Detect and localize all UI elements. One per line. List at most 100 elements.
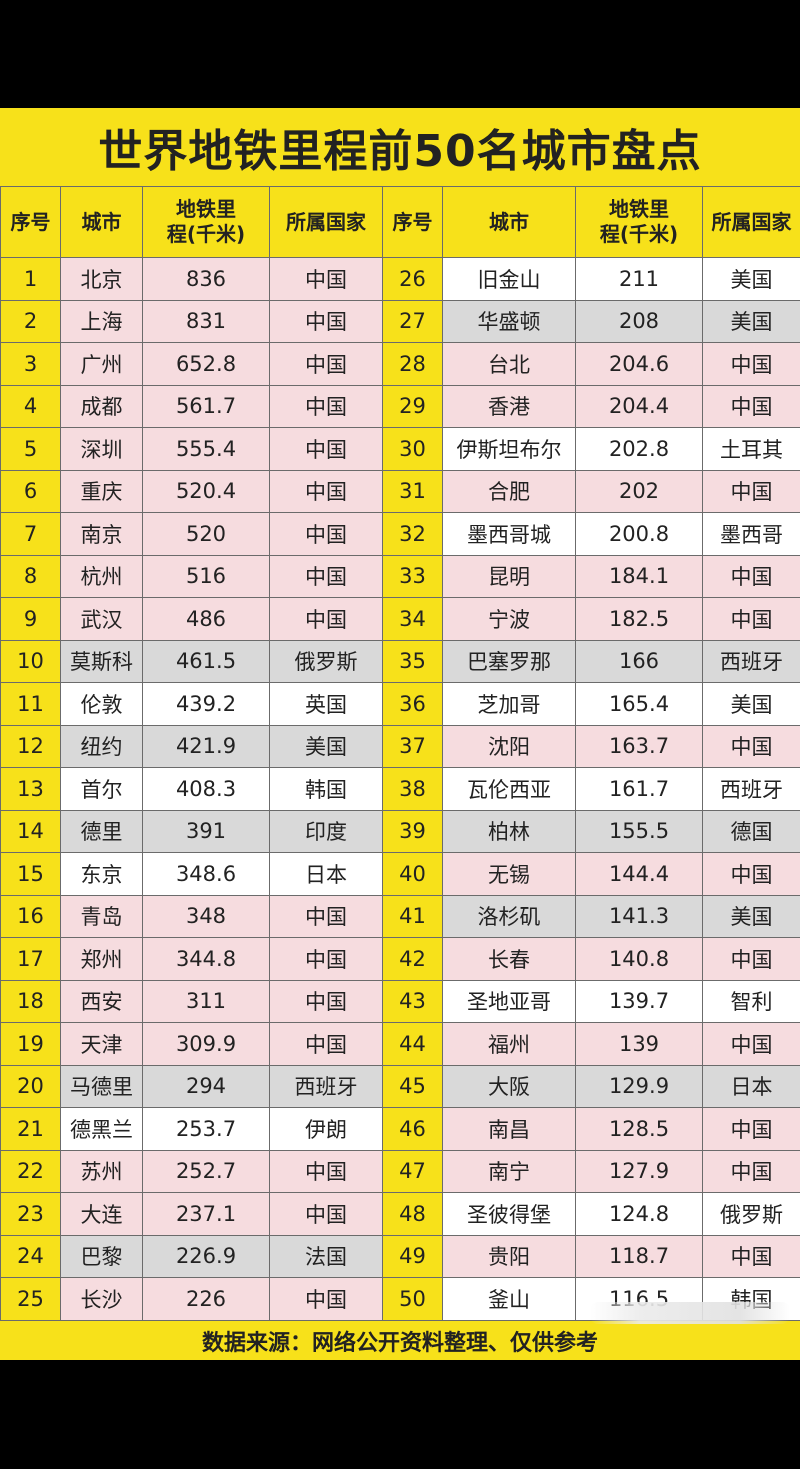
length-cell-right: 161.7 <box>575 767 703 811</box>
rank-cell-left: 1 <box>0 257 61 301</box>
city-cell-left: 深圳 <box>60 427 143 471</box>
table-row: 21 德黑兰 253.7 伊朗 46 南昌 128.5 中国 <box>0 1107 800 1151</box>
rank-cell-right: 48 <box>382 1192 443 1236</box>
city-cell-right: 合肥 <box>442 469 576 513</box>
city-cell-right: 昆明 <box>442 554 576 598</box>
city-cell-right: 圣地亚哥 <box>442 979 576 1023</box>
city-cell-left: 天津 <box>60 1022 143 1066</box>
city-cell-right: 洛杉矶 <box>442 894 576 938</box>
city-cell-left: 郑州 <box>60 937 143 981</box>
table-row: 10 莫斯科 461.5 俄罗斯 35 巴塞罗那 166 西班牙 <box>0 639 800 683</box>
city-cell-right: 福州 <box>442 1022 576 1066</box>
rank-cell-left: 13 <box>0 767 61 811</box>
length-cell-right: 118.7 <box>575 1234 703 1278</box>
rank-cell-right: 40 <box>382 852 443 896</box>
length-cell-right: 182.5 <box>575 597 703 641</box>
rank-cell-left: 25 <box>0 1277 61 1321</box>
country-cell-left: 中国 <box>269 384 383 428</box>
country-cell-right: 墨西哥 <box>702 512 800 556</box>
country-cell-left: 中国 <box>269 1277 383 1321</box>
city-cell-right: 台北 <box>442 342 576 386</box>
city-cell-left: 成都 <box>60 384 143 428</box>
rank-cell-left: 4 <box>0 384 61 428</box>
city-cell-right: 瓦伦西亚 <box>442 767 576 811</box>
city-cell-right: 宁波 <box>442 597 576 641</box>
city-cell-left: 长沙 <box>60 1277 143 1321</box>
table-row: 9 武汉 486 中国 34 宁波 182.5 中国 <box>0 597 800 641</box>
length-cell-right: 184.1 <box>575 554 703 598</box>
country-cell-right: 美国 <box>702 682 800 726</box>
ranking-poster: 世界地铁里程前50名城市盘点 序号 城市 地铁里 程(千米) 所属国家 序号 城… <box>0 108 800 1360</box>
length-cell-left: 439.2 <box>142 682 270 726</box>
country-cell-left: 中国 <box>269 937 383 981</box>
length-cell-left: 421.9 <box>142 724 270 768</box>
rank-cell-right: 33 <box>382 554 443 598</box>
length-cell-right: 140.8 <box>575 937 703 981</box>
length-cell-left: 253.7 <box>142 1107 270 1151</box>
length-cell-left: 226.9 <box>142 1234 270 1278</box>
length-cell-right: 208 <box>575 299 703 343</box>
country-cell-left: 中国 <box>269 554 383 598</box>
country-cell-left: 中国 <box>269 427 383 471</box>
country-cell-left: 中国 <box>269 1149 383 1193</box>
length-cell-left: 348 <box>142 894 270 938</box>
length-cell-right: 202.8 <box>575 427 703 471</box>
length-cell-left: 561.7 <box>142 384 270 428</box>
country-cell-right: 美国 <box>702 299 800 343</box>
header-length-left: 地铁里 程(千米) <box>142 186 270 258</box>
length-cell-left: 486 <box>142 597 270 641</box>
rank-cell-right: 26 <box>382 257 443 301</box>
country-cell-left: 中国 <box>269 597 383 641</box>
length-cell-right: 127.9 <box>575 1149 703 1193</box>
length-cell-right: 128.5 <box>575 1107 703 1151</box>
rank-cell-left: 8 <box>0 554 61 598</box>
rank-cell-right: 37 <box>382 724 443 768</box>
country-cell-right: 中国 <box>702 342 800 386</box>
rank-cell-left: 7 <box>0 512 61 556</box>
country-cell-right: 日本 <box>702 1064 800 1108</box>
table-row: 23 大连 237.1 中国 48 圣彼得堡 124.8 俄罗斯 <box>0 1192 800 1236</box>
city-cell-right: 圣彼得堡 <box>442 1192 576 1236</box>
city-cell-right: 旧金山 <box>442 257 576 301</box>
length-cell-right: 163.7 <box>575 724 703 768</box>
rank-cell-left: 5 <box>0 427 61 471</box>
rank-cell-left: 6 <box>0 469 61 513</box>
country-cell-left: 中国 <box>269 979 383 1023</box>
city-cell-right: 贵阳 <box>442 1234 576 1278</box>
city-cell-right: 香港 <box>442 384 576 428</box>
header-city-right: 城市 <box>442 186 576 258</box>
rank-cell-left: 22 <box>0 1149 61 1193</box>
length-cell-left: 652.8 <box>142 342 270 386</box>
country-cell-right: 美国 <box>702 257 800 301</box>
table-row: 24 巴黎 226.9 法国 49 贵阳 118.7 中国 <box>0 1234 800 1278</box>
table-row: 25 长沙 226 中国 50 釜山 116.5 韩国 <box>0 1277 800 1321</box>
length-cell-left: 309.9 <box>142 1022 270 1066</box>
rank-cell-left: 19 <box>0 1022 61 1066</box>
header-length-right: 地铁里 程(千米) <box>575 186 703 258</box>
city-cell-left: 上海 <box>60 299 143 343</box>
country-cell-left: 中国 <box>269 1192 383 1236</box>
country-cell-left: 西班牙 <box>269 1064 383 1108</box>
length-cell-left: 555.4 <box>142 427 270 471</box>
country-cell-left: 伊朗 <box>269 1107 383 1151</box>
table-row: 22 苏州 252.7 中国 47 南宁 127.9 中国 <box>0 1149 800 1193</box>
country-cell-right: 中国 <box>702 554 800 598</box>
city-cell-left: 苏州 <box>60 1149 143 1193</box>
country-cell-right: 德国 <box>702 809 800 853</box>
rank-cell-right: 28 <box>382 342 443 386</box>
country-cell-right: 西班牙 <box>702 639 800 683</box>
table-body: 1 北京 836 中国 26 旧金山 211 美国 2 上海 831 中国 27 华盛顿 208 美国 3 广州 6… <box>0 257 800 1321</box>
country-cell-right: 中国 <box>702 1234 800 1278</box>
top-black-band <box>0 0 800 108</box>
city-cell-left: 莫斯科 <box>60 639 143 683</box>
country-cell-left: 美国 <box>269 724 383 768</box>
rank-cell-right: 50 <box>382 1277 443 1321</box>
city-cell-right: 南昌 <box>442 1107 576 1151</box>
table-row: 6 重庆 520.4 中国 31 合肥 202 中国 <box>0 469 800 513</box>
rank-cell-left: 2 <box>0 299 61 343</box>
header-country-left: 所属国家 <box>269 186 383 258</box>
city-cell-left: 南京 <box>60 512 143 556</box>
city-cell-left: 德里 <box>60 809 143 853</box>
country-cell-right: 中国 <box>702 1022 800 1066</box>
length-cell-right: 200.8 <box>575 512 703 556</box>
